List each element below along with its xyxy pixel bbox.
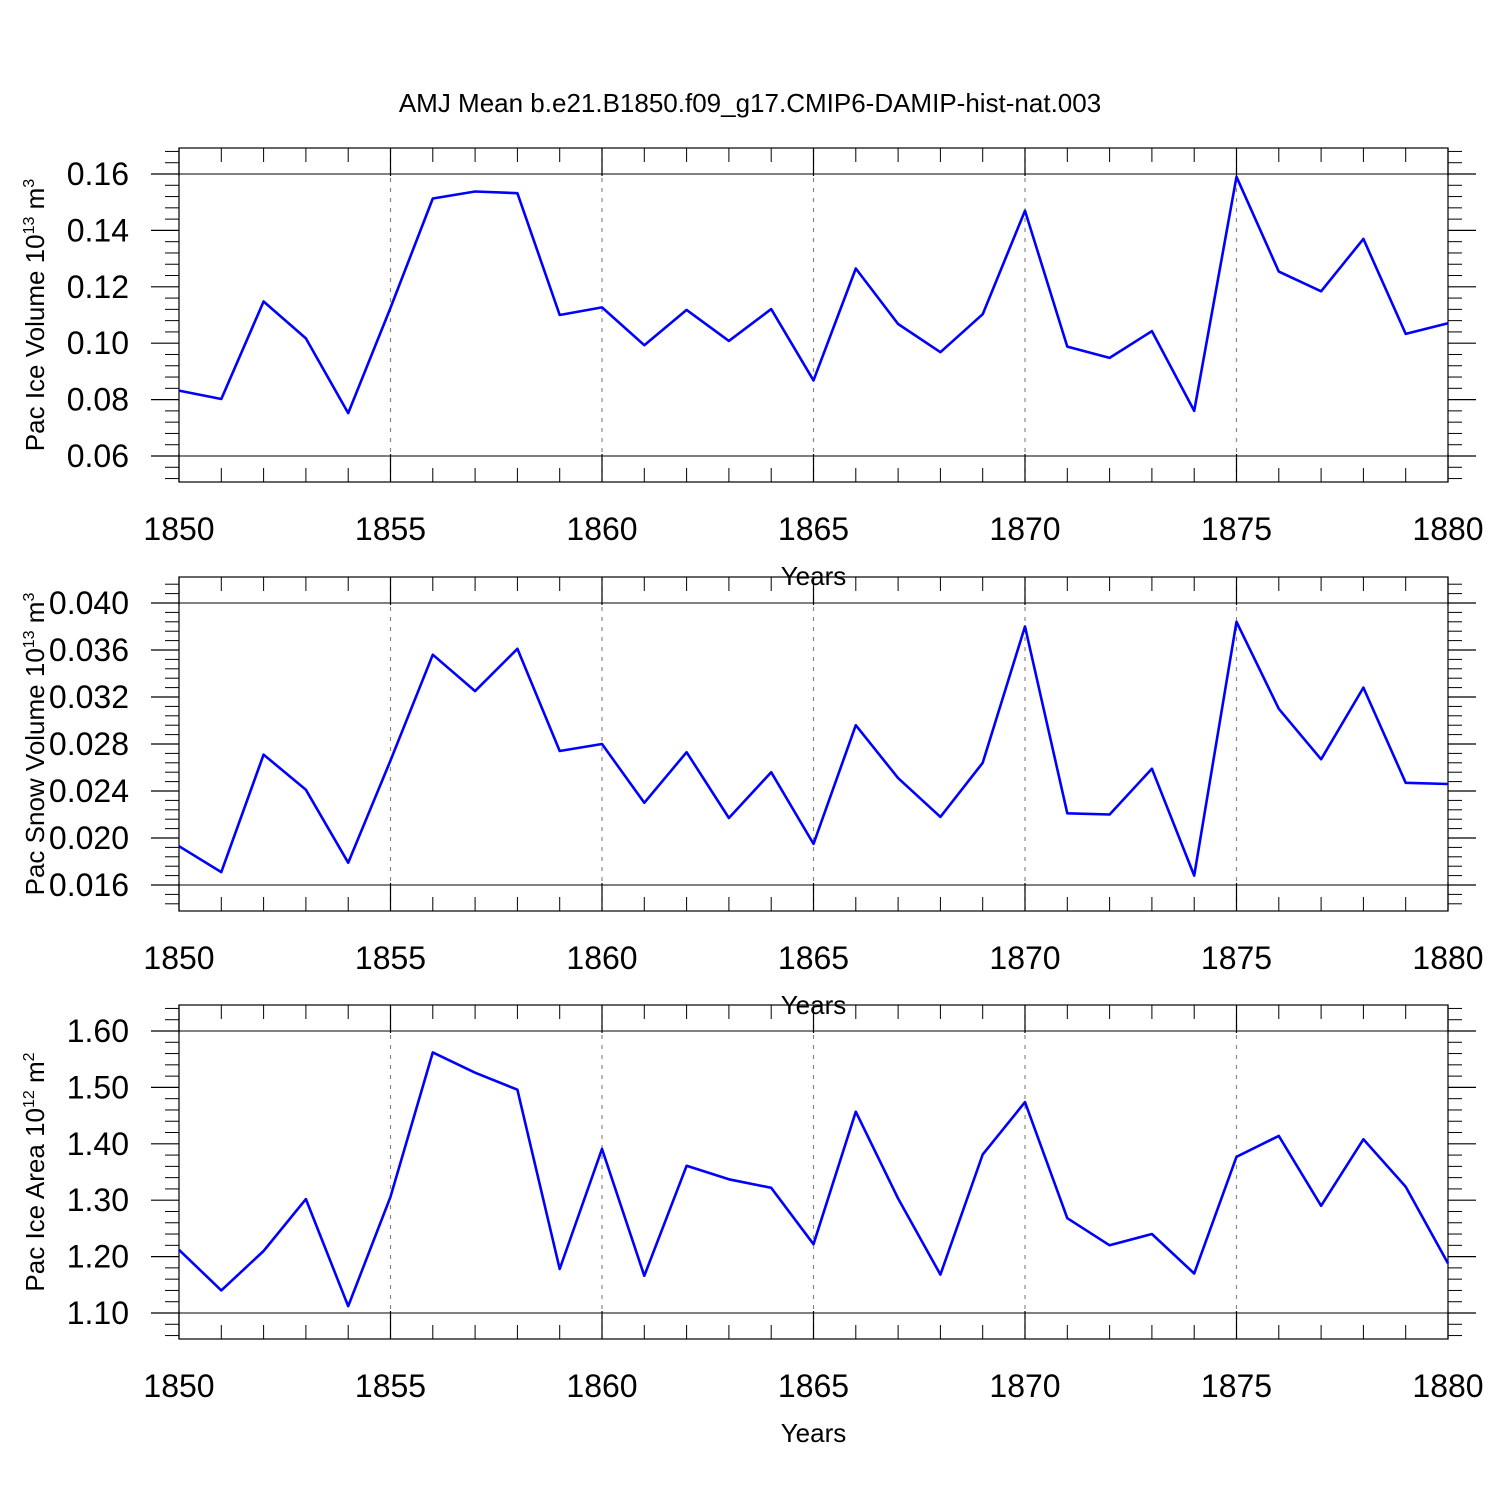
x-tick-label: 1880 (1412, 511, 1483, 547)
x-tick-label: 1870 (989, 511, 1060, 547)
y-tick-label: 0.032 (49, 679, 129, 715)
y-tick-label: 0.10 (67, 325, 129, 361)
y-tick-label: 1.60 (67, 1013, 129, 1049)
x-tick-label: 1875 (1201, 1368, 1272, 1404)
y-tick-label: 1.30 (67, 1182, 129, 1218)
y-tick-label: 0.12 (67, 269, 129, 305)
y-axis-label: Pac Ice Area 1012 m2 (20, 1052, 50, 1291)
y-axis-label-text: Pac Ice Area 10 (20, 1108, 50, 1292)
x-tick-label: 1865 (778, 1368, 849, 1404)
y-tick-label: 0.08 (67, 382, 129, 418)
y-tick-label: 1.40 (67, 1126, 129, 1162)
figure-title: AMJ Mean b.e21.B1850.f09_g17.CMIP6-DAMIP… (399, 88, 1101, 118)
chart-panel-3: 1.10 1.20 1.30 1.40 1.50 1.60 1850 1855 1860 1865… (20, 1004, 1484, 1448)
y-axis-label: Pac Snow Volume 1013 m3 (20, 593, 50, 896)
y-tick-label: 0.028 (49, 726, 129, 762)
chart-panel-1: 0.06 0.08 0.10 0.12 0.14 0.16 1850 1855 1860 1865… (20, 147, 1484, 591)
x-tick-label: 1860 (566, 1368, 637, 1404)
x-tick-label: 1875 (1201, 940, 1272, 976)
y-tick-label: 0.020 (49, 820, 129, 856)
y-axis-label-text: m (20, 188, 50, 217)
x-tick-label: 1855 (355, 1368, 426, 1404)
x-tick-label: 1875 (1201, 511, 1272, 547)
y-axis-label-exponent: 12 (21, 1090, 38, 1108)
y-tick-label: 0.036 (49, 632, 129, 668)
chart-panel-2: 0.016 0.020 0.024 0.028 0.032 0.036 0.040 1850 1… (20, 576, 1484, 1020)
y-axis-label-exponent: 2 (21, 1052, 38, 1061)
y-tick-label: 0.040 (49, 585, 129, 621)
y-tick-label: 0.14 (67, 212, 129, 248)
series-line (178, 1051, 1450, 1308)
series-line (178, 620, 1449, 877)
x-tick-label: 1865 (778, 940, 849, 976)
y-axis-label-exponent: 3 (21, 593, 38, 602)
y-tick-label: 1.50 (67, 1069, 129, 1105)
x-tick-label: 1860 (566, 940, 637, 976)
x-tick-label: 1880 (1412, 940, 1483, 976)
y-axis-label-text: m (20, 1061, 50, 1090)
x-tick-label: 1855 (355, 511, 426, 547)
x-tick-label: 1880 (1412, 1368, 1483, 1404)
x-tick-label: 1870 (989, 940, 1060, 976)
y-axis-label-exponent: 13 (21, 630, 38, 648)
series-line (178, 175, 1449, 415)
x-tick-label: 1855 (355, 940, 426, 976)
y-axis-label-text: m (20, 602, 50, 631)
y-tick-label: 0.16 (67, 156, 129, 192)
y-axis-label-text: Pac Ice Volume 10 (20, 234, 50, 451)
x-tick-label: 1850 (143, 511, 214, 547)
x-axis-label: Years (781, 1418, 847, 1448)
x-tick-label: 1870 (989, 1368, 1060, 1404)
y-axis-label-exponent: 3 (21, 179, 38, 188)
y-tick-label: 0.016 (49, 867, 129, 903)
panels: 0.06 0.08 0.10 0.12 0.14 0.16 1850 1855 1860 1865… (20, 147, 1484, 1448)
y-axis-label: Pac Ice Volume 1013 m3 (20, 179, 50, 452)
x-tick-label: 1850 (143, 1368, 214, 1404)
y-axis-label-exponent: 13 (21, 216, 38, 234)
y-axis-label-text: Pac Snow Volume 10 (20, 648, 50, 895)
y-tick-label: 1.10 (67, 1295, 129, 1331)
x-tick-label: 1865 (778, 511, 849, 547)
x-tick-label: 1860 (566, 511, 637, 547)
y-tick-label: 1.20 (67, 1239, 129, 1275)
y-tick-label: 0.06 (67, 438, 129, 474)
x-tick-label: 1850 (143, 940, 214, 976)
y-tick-label: 0.024 (49, 773, 129, 809)
